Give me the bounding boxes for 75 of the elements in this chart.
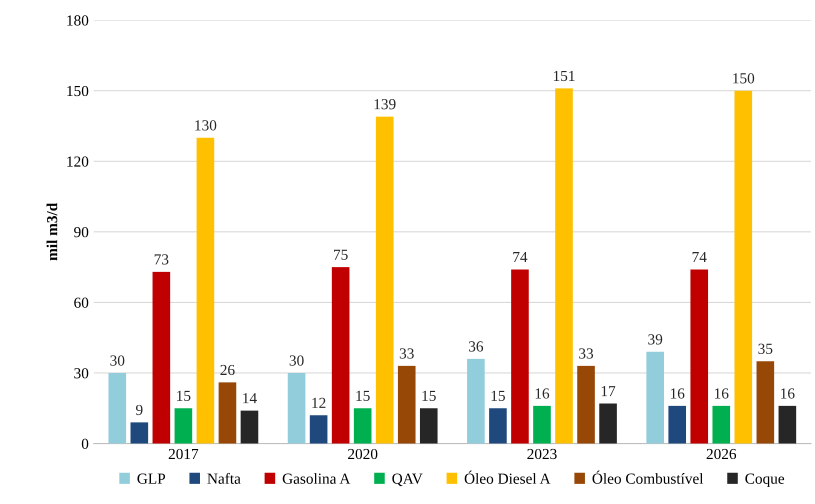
data-label: 33 [400,348,414,359]
data-label: 33 [579,348,594,359]
y-tick-label: 150 [67,86,88,96]
bar [310,415,328,444]
x-tick-label: 2026 [706,448,736,460]
bar [467,358,485,444]
data-label: 30 [110,355,124,366]
data-label: 16 [714,388,728,399]
data-label: 130 [195,120,216,130]
bar [420,408,438,444]
data-label: 150 [733,73,754,84]
data-label: 15 [492,390,505,401]
y-tick-label: 0 [82,438,88,449]
bar [599,404,617,444]
bar [354,408,372,444]
data-label: 17 [602,386,616,396]
data-label: 139 [374,99,396,110]
legend-label: Nafta [207,472,241,484]
bar [734,90,752,444]
data-label: 15 [422,390,436,401]
bar [218,382,236,444]
data-label: 15 [356,390,370,401]
x-tick-label: 2023 [527,448,557,460]
bar [778,406,796,444]
data-label: 39 [648,334,662,345]
y-tick-label: 90 [74,226,88,238]
y-axis-title: mil m3/d [46,202,58,260]
legend-label: QAV [392,474,423,486]
bar [332,267,350,444]
data-label: 35 [758,344,772,354]
bar [398,366,416,444]
legend-label: Óleo Combustível [592,470,704,484]
bar [555,88,573,444]
bar [174,408,192,444]
data-label: 12 [312,398,326,408]
data-label: 14 [243,393,257,404]
data-label: 15 [177,390,190,401]
bar [376,116,394,444]
bar [577,366,595,444]
data-label: 75 [334,250,348,260]
bar [196,138,214,444]
bar [690,269,708,444]
data-label: 9 [136,404,143,416]
bar [240,410,258,444]
bar [533,406,551,444]
data-label: 151 [554,70,575,82]
bar [489,408,507,444]
y-tick-label: 120 [67,156,88,167]
data-label: 36 [468,341,484,352]
bar [108,372,126,444]
bar [152,272,170,444]
y-tick-label: 60 [74,298,88,308]
legend-label: GLP [137,474,166,484]
y-tick-label: 180 [67,15,88,26]
legend-label: Coque [745,474,784,487]
bar [288,372,306,444]
x-tick-label: 2017 [168,448,198,460]
bar [646,352,664,444]
data-label: 16 [536,388,550,399]
legend-label: Óleo Diesel A [464,470,551,484]
bar [130,422,148,444]
bar [712,406,730,444]
data-label: 16 [781,388,795,399]
bar [668,406,686,444]
bar [756,361,774,444]
data-label: 16 [670,388,684,399]
data-label: 30 [290,355,304,366]
data-label: 74 [692,252,707,262]
data-label: 74 [513,252,528,262]
bar [511,269,529,444]
data-label: 26 [220,364,235,376]
y-tick-label: 30 [74,368,88,378]
data-label: 73 [154,254,168,265]
x-tick-label: 2020 [348,448,378,460]
legend-label: Gasolina A [282,473,350,484]
